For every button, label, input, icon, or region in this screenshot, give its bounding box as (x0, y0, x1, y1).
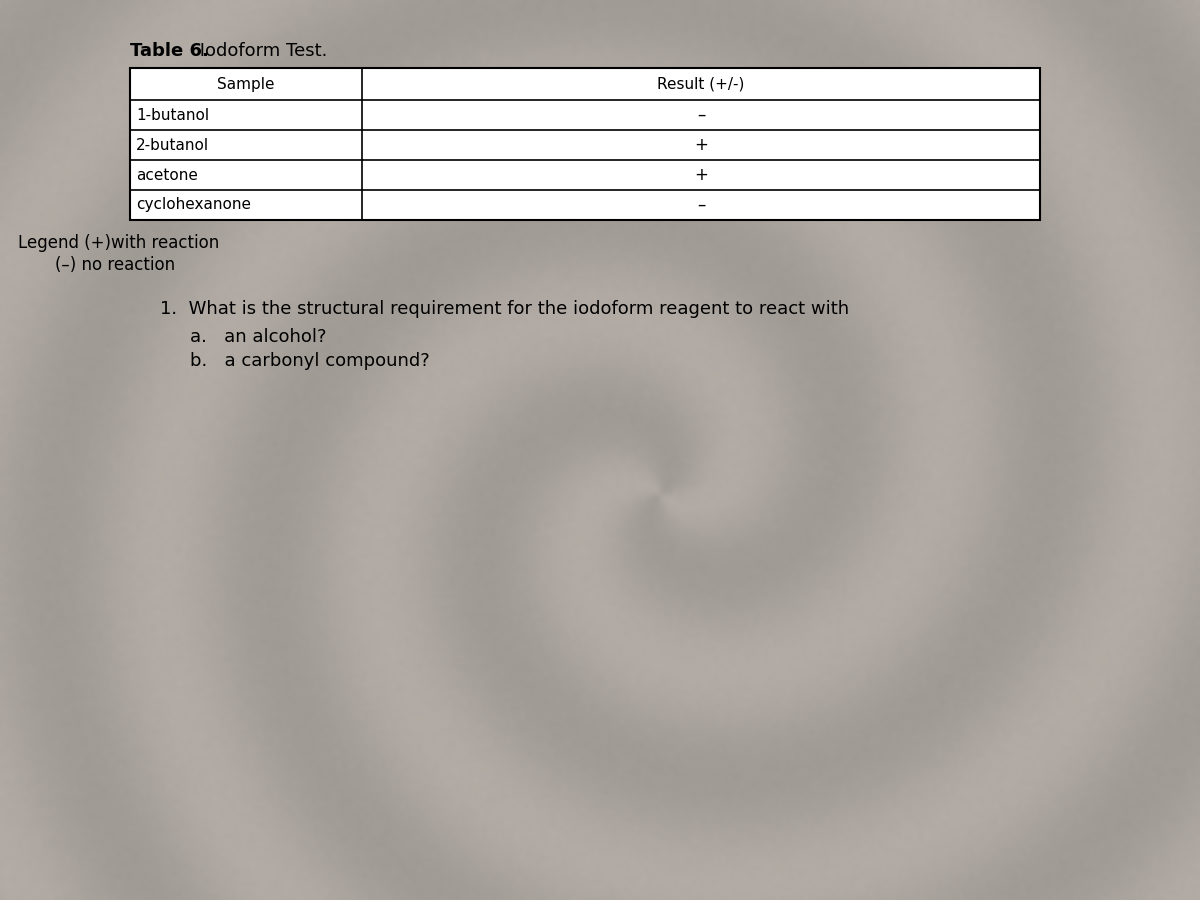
Text: +: + (694, 136, 708, 154)
Text: 1-butanol: 1-butanol (136, 107, 209, 122)
Text: b.   a carbonyl compound?: b. a carbonyl compound? (190, 352, 430, 370)
Text: Iodoform Test.: Iodoform Test. (194, 42, 328, 60)
Text: Table 6.: Table 6. (130, 42, 209, 60)
Text: Legend (+)with reaction: Legend (+)with reaction (18, 234, 220, 252)
Text: (–) no reaction: (–) no reaction (55, 256, 175, 274)
Text: –: – (697, 106, 706, 124)
Bar (130, 68, 1040, 220)
Text: –: – (697, 196, 706, 214)
Text: acetone: acetone (136, 167, 198, 183)
Text: a.   an alcohol?: a. an alcohol? (190, 328, 326, 346)
Text: Sample: Sample (217, 76, 275, 92)
Text: 1.  What is the structural requirement for the iodoform reagent to react with: 1. What is the structural requirement fo… (160, 300, 850, 318)
Text: cyclohexanone: cyclohexanone (136, 197, 251, 212)
Text: Result (+/-): Result (+/-) (658, 76, 745, 92)
Text: 2-butanol: 2-butanol (136, 138, 209, 152)
Text: +: + (694, 166, 708, 184)
